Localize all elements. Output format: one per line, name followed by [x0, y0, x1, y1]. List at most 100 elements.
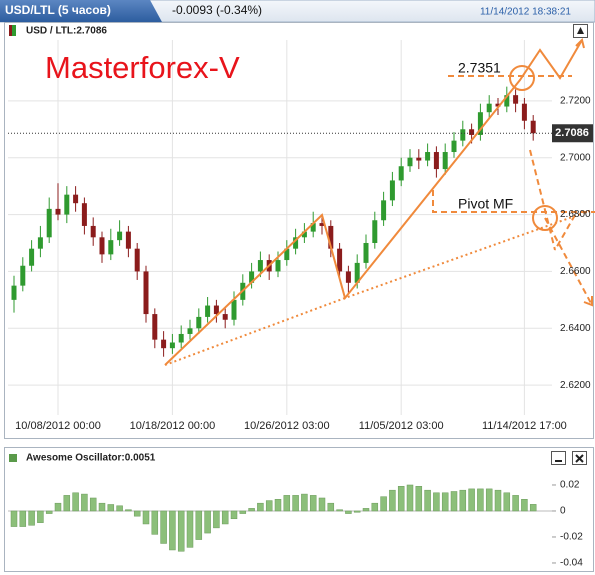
bar: [353, 510, 361, 513]
y-tick-label: 2.6200: [560, 380, 591, 391]
candle-body: [55, 208, 61, 215]
pivot-label: Pivot MF: [458, 196, 513, 212]
bar: [468, 488, 475, 512]
candle-body: [187, 328, 193, 334]
bar: [494, 489, 502, 512]
bar: [248, 508, 255, 512]
bar: [283, 495, 291, 512]
bar: [19, 510, 27, 527]
candle-body: [29, 248, 35, 266]
bar: [257, 502, 264, 512]
candle-body: [125, 231, 131, 249]
bar: [389, 489, 396, 512]
candle-body: [293, 237, 299, 249]
y-tick-label: 0.02: [560, 480, 580, 491]
candle-body: [319, 223, 325, 226]
bar: [292, 495, 299, 512]
bar: [424, 489, 431, 512]
y-tick-label: 0: [560, 506, 566, 517]
candle-body: [407, 157, 413, 167]
pivot-circle: [532, 205, 558, 231]
candle-body: [205, 305, 211, 317]
candle-body: [213, 305, 219, 315]
bar: [37, 510, 44, 523]
candle-body: [530, 120, 536, 134]
arrow-head: [575, 38, 585, 49]
bar: [406, 484, 414, 512]
bar: [459, 489, 467, 512]
legend-icon: [9, 454, 17, 462]
instrument-tab: USD/LTL (5 часов): [5, 3, 111, 17]
candle-body: [117, 231, 123, 241]
candle-body: [425, 152, 431, 161]
candle-body: [495, 103, 501, 107]
candle-body: [513, 95, 519, 104]
bar: [512, 495, 519, 512]
bar: [415, 486, 423, 512]
level-label: 2.7351: [458, 60, 501, 76]
bar: [529, 504, 537, 512]
timestamp: 11/14/2012 18:38:21: [480, 7, 571, 18]
last-price-tag: [552, 124, 593, 143]
legend-icon: [9, 25, 12, 36]
candle-body: [90, 225, 96, 238]
bar: [274, 499, 282, 512]
projection-line: [529, 149, 556, 251]
bar: [195, 510, 203, 540]
bar: [186, 510, 194, 548]
candle-body: [169, 342, 175, 349]
y-tick-label: 2.6600: [560, 266, 591, 277]
candle-body: [416, 157, 422, 161]
candle-body: [363, 242, 369, 263]
bar: [213, 510, 220, 529]
candle-body: [11, 285, 17, 300]
bar: [441, 492, 449, 512]
bar: [54, 502, 62, 512]
bar: [318, 497, 326, 512]
minimize-button[interactable]: [551, 451, 566, 465]
price-panel: [4, 22, 594, 439]
candle-body: [477, 112, 483, 135]
legend-icon: [9, 25, 16, 36]
price-change: -0.0093 (-0.34%): [172, 3, 262, 17]
trend-line: [164, 209, 593, 366]
bar: [397, 486, 405, 512]
bar: [265, 500, 273, 512]
candle-body: [20, 265, 26, 286]
bar: [45, 510, 53, 514]
bar: [204, 510, 211, 534]
y-tick-label: 2.7200: [560, 95, 591, 106]
bar: [485, 488, 493, 512]
candle-body: [469, 129, 475, 135]
candle-body: [337, 248, 343, 272]
wave-line: [164, 39, 583, 366]
bar: [230, 510, 238, 520]
bar: [160, 510, 167, 544]
candle-body: [134, 248, 140, 272]
candle-body: [433, 152, 439, 170]
candle-body: [143, 271, 149, 315]
candle-body: [284, 248, 290, 261]
candle-body: [451, 140, 457, 153]
arrow-head: [583, 296, 593, 307]
bar: [151, 510, 159, 535]
candle-body: [521, 103, 527, 121]
candle-body: [504, 95, 510, 107]
level-circle: [509, 65, 535, 91]
bar: [169, 510, 176, 551]
price-title: USD / LTL:2.7086: [26, 26, 107, 37]
candle-body: [249, 271, 255, 283]
y-tick-label: -0.04: [560, 558, 583, 569]
y-tick-label: 2.6400: [560, 323, 591, 334]
bar: [380, 496, 387, 512]
candle-body: [398, 166, 404, 181]
bar: [63, 495, 71, 512]
bar: [72, 492, 79, 512]
bar: [221, 510, 229, 525]
candle-body: [345, 271, 351, 283]
bar: [362, 508, 370, 512]
bar: [107, 504, 115, 512]
wave-annotation: [164, 38, 595, 366]
